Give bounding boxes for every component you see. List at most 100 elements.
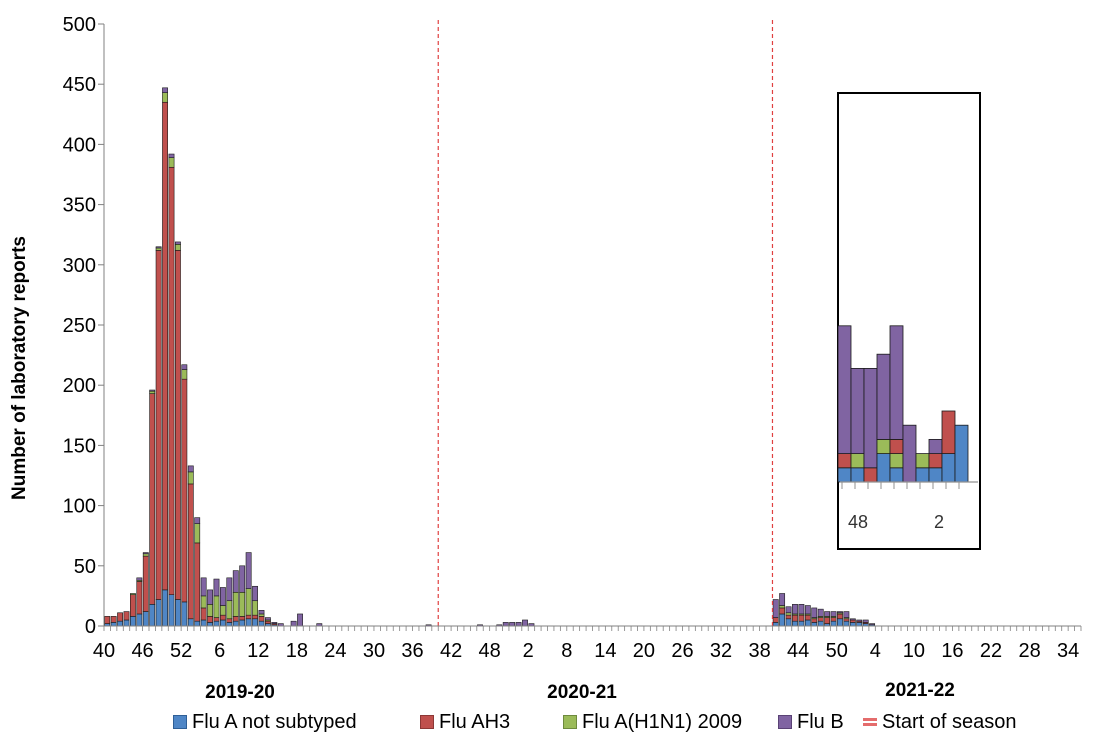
bar-segment xyxy=(772,617,779,623)
bar-segment xyxy=(271,622,278,624)
x-tick-label: 6 xyxy=(214,640,225,662)
bar-segment xyxy=(509,622,516,627)
bar-segment xyxy=(200,595,207,609)
bar-segment xyxy=(168,594,175,627)
bar-segment xyxy=(869,623,876,626)
season-label-2020-21: 2020-21 xyxy=(547,682,617,703)
bar-segment xyxy=(130,593,136,595)
bar-segment xyxy=(245,552,252,589)
bar-segment xyxy=(297,613,303,627)
inset-bar-segment xyxy=(889,438,904,454)
bar-segment xyxy=(804,619,811,627)
bar-segment xyxy=(207,622,213,627)
y-tick-label: 100 xyxy=(63,496,96,518)
x-tick-label: 12 xyxy=(247,640,269,662)
x-tick-label: 44 xyxy=(787,640,809,662)
bar-segment xyxy=(155,247,162,251)
y-axis-ticks: 0 50 100 150 200 250 300 350 400 450 500 xyxy=(63,14,104,638)
bar-segment xyxy=(219,614,226,621)
inset-bar-segment xyxy=(889,453,904,469)
y-tick-label: 350 xyxy=(63,195,96,217)
bar-segment xyxy=(142,555,149,612)
bar-segment xyxy=(149,604,156,627)
bar-segment xyxy=(149,389,156,392)
x-tick-label: 14 xyxy=(594,640,616,662)
bar-segment xyxy=(200,619,207,627)
bar-segment xyxy=(849,622,856,627)
inset-zoom-panel: 48 2 xyxy=(837,92,981,550)
bar-segment xyxy=(245,618,252,627)
inset-bar-segment xyxy=(837,453,852,469)
bar-segment xyxy=(264,620,271,624)
bar-segment xyxy=(207,604,213,617)
bar-segment xyxy=(110,622,117,627)
bar-segment xyxy=(779,605,786,609)
bar-segment xyxy=(168,153,175,158)
bar-segment xyxy=(123,611,130,621)
legend-item-flu-a-not-subtyped: Flu A not subtyped xyxy=(173,710,357,734)
inset-bar-segment xyxy=(850,367,865,454)
bar-segment xyxy=(830,620,837,627)
bar-segment xyxy=(239,619,246,627)
bar-segment xyxy=(252,618,258,627)
bar-segment xyxy=(175,241,181,245)
bar-segment xyxy=(155,246,162,249)
bar-segment xyxy=(168,166,175,595)
inset-bar-segment xyxy=(941,410,956,454)
bar-segment xyxy=(798,604,805,615)
bar-segment xyxy=(181,364,188,370)
x-tick-label: 2 xyxy=(523,640,534,662)
legend-item-flu-b: Flu B xyxy=(778,710,844,734)
bar-segment xyxy=(200,577,207,597)
x-tick-label: 36 xyxy=(401,640,423,662)
inset-tick-label: 2 xyxy=(934,512,944,532)
bar-segment xyxy=(239,591,246,617)
bar-segment xyxy=(804,614,811,621)
bar-segment xyxy=(187,618,194,627)
bar-segment xyxy=(856,622,863,627)
x-tick-label: 40 xyxy=(93,640,115,662)
inset-bar-segment xyxy=(837,467,852,483)
bar-segment xyxy=(817,608,824,617)
bar-segment xyxy=(219,587,226,606)
bar-segment xyxy=(239,616,246,621)
bar-segment xyxy=(785,606,792,614)
inset-bar-segment xyxy=(876,353,891,440)
x-tick-label: 24 xyxy=(324,640,346,662)
bar-segment xyxy=(181,378,188,603)
bar-segment xyxy=(824,617,831,624)
x-tick-label: 18 xyxy=(286,640,308,662)
bar-segment xyxy=(785,614,792,620)
x-tick-label: 34 xyxy=(1057,640,1079,662)
bar-segment xyxy=(849,619,856,623)
legend-item-flu-ah3: Flu AH3 xyxy=(420,710,510,734)
bar-segment xyxy=(130,616,136,627)
bar-segment xyxy=(772,622,779,627)
x-tick-label: 46 xyxy=(131,640,153,662)
legend-item-flu-h1n1: Flu A(H1N1) 2009 xyxy=(563,710,742,734)
bar-segment xyxy=(117,612,123,622)
legend-swatch-purple xyxy=(778,715,792,729)
x-tick-label: 20 xyxy=(633,640,655,662)
bar-segment xyxy=(779,613,786,627)
x-tick-label: 16 xyxy=(941,640,963,662)
bar-segment xyxy=(117,620,123,627)
bar-segment xyxy=(245,614,252,620)
y-axis-label: Number of laboratory reports xyxy=(9,236,30,500)
bar-segment xyxy=(817,620,824,627)
bar-segment xyxy=(175,244,181,251)
inset-tick-label: 48 xyxy=(848,512,868,532)
y-tick-label: 150 xyxy=(63,435,96,457)
inset-bar-segment xyxy=(863,467,878,483)
bar-segment xyxy=(136,613,143,627)
bar-segment xyxy=(779,593,786,606)
bar-segment xyxy=(843,611,850,618)
bar-segment xyxy=(207,589,213,605)
inset-bar-segment xyxy=(928,467,943,483)
bar-segment xyxy=(181,601,188,627)
inset-bar-segment xyxy=(876,453,891,483)
inset-bar-segment xyxy=(889,467,904,483)
bar-segment xyxy=(817,617,824,622)
bar-segment xyxy=(245,588,252,616)
inset-bar-segment xyxy=(954,424,969,483)
